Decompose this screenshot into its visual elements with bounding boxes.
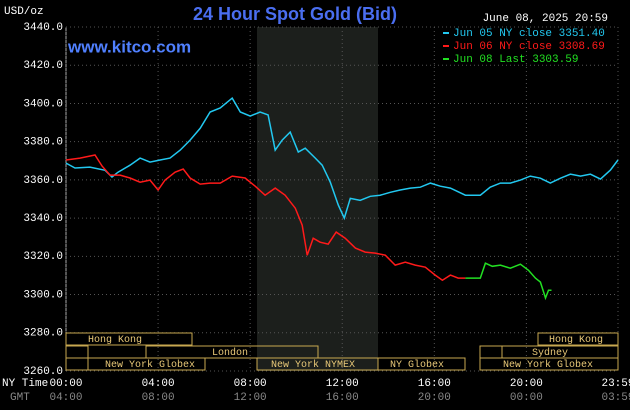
- y-tick-label: 3400.0: [23, 98, 63, 110]
- y-tick-label: 3340.0: [23, 213, 63, 225]
- y-tick-label: 3280.0: [23, 328, 63, 340]
- x2-tick-label: 00:00: [510, 392, 543, 404]
- x-tick-label: 08:00: [234, 378, 267, 390]
- price-line: [65, 96, 619, 221]
- session-label: NY Globex: [390, 359, 444, 371]
- x2-tick-label: 08:00: [142, 392, 175, 404]
- legend-label: Jun 06 NY close 3308.69: [453, 41, 605, 53]
- x2-axis-label: GMT: [10, 392, 30, 404]
- session-label: Hong Kong: [88, 335, 142, 346]
- session-box: [537, 332, 619, 346]
- legend-label: Jun 08 Last 3303.59: [453, 54, 578, 66]
- session-label: London: [212, 347, 248, 359]
- session-box: [65, 332, 193, 346]
- y-tick-label: 3380.0: [23, 137, 63, 149]
- x-tick-label: 00:00: [49, 378, 82, 390]
- x-tick-label: 20:00: [510, 378, 543, 390]
- x-tick-label: 16:00: [418, 378, 451, 390]
- y-tick-label: 3320.0: [23, 251, 63, 263]
- nymex-session-shade: [257, 27, 378, 371]
- y-tick-label: 3360.0: [23, 175, 63, 187]
- session-box: [377, 357, 466, 371]
- price-line: [465, 262, 552, 301]
- x-axis-label: NY Time: [2, 378, 48, 390]
- session-box: [87, 357, 206, 371]
- website: www.kitco.com: [67, 37, 191, 56]
- y-tick-label: 3260.0: [23, 366, 63, 378]
- unit-label: USD/oz: [4, 6, 44, 18]
- session-label: Sydney: [532, 347, 568, 359]
- x-tick-label: 12:00: [326, 378, 359, 390]
- session-label: New York NYMEX: [271, 359, 355, 371]
- x-tick-label: 23:59: [601, 378, 630, 390]
- x2-tick-label: 04:00: [49, 392, 82, 404]
- x2-tick-label: 12:00: [234, 392, 267, 404]
- price-line: [65, 154, 466, 282]
- chart-title: 24 Hour Spot Gold (Bid): [193, 4, 397, 24]
- y-tick-label: 3420.0: [23, 60, 63, 72]
- session-label: New York Globex: [105, 359, 195, 371]
- x2-tick-label: 20:00: [418, 392, 451, 404]
- y-tick-label: 3300.0: [23, 289, 63, 301]
- x2-tick-label: 16:00: [326, 392, 359, 404]
- x2-tick-label: 03:59: [601, 392, 630, 404]
- y-tick-label: 3440.0: [23, 22, 63, 34]
- x-tick-label: 04:00: [142, 378, 175, 390]
- session-box: [145, 345, 319, 359]
- session-label: New York Globex: [503, 359, 593, 371]
- timestamp: June 08, 2025 20:59: [483, 13, 608, 25]
- session-box: [479, 357, 619, 371]
- legend-label: Jun 05 NY close 3351.40: [453, 28, 605, 40]
- session-label: Hong Kong: [549, 335, 603, 346]
